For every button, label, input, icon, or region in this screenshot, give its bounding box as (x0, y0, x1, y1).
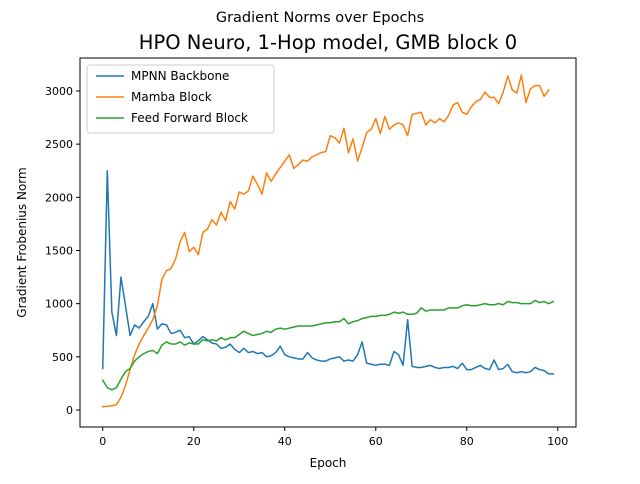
x-axis-ticks: 0 20 40 60 80 100 (99, 427, 568, 448)
y-tick-label: 1000 (45, 298, 73, 311)
chart-suptitle: Gradient Norms over Epochs (216, 10, 424, 26)
series-line-3 (101, 299, 555, 391)
x-tick-label: 40 (278, 435, 292, 448)
x-axis-label: Epoch (310, 456, 347, 470)
y-tick-label: 3000 (45, 85, 73, 98)
y-axis-ticks: 0 500 1000 1500 2000 2500 3000 (45, 85, 80, 417)
legend-label-3: Feed Forward Block (131, 111, 248, 125)
legend-label-2: Mamba Block (131, 90, 212, 104)
x-tick-label: 0 (99, 435, 106, 448)
y-tick-label: 2000 (45, 191, 73, 204)
x-tick-label: 20 (187, 435, 201, 448)
legend-label-1: MPNN Backbone (131, 69, 229, 83)
legend-box (86, 64, 275, 134)
legend: MPNN Backbone Mamba Block Feed Forward Blo… (86, 64, 275, 134)
series-line-2 (101, 74, 550, 408)
series-line-1 (101, 169, 554, 375)
y-tick-label: 2500 (45, 138, 73, 151)
chart-title: HPO Neuro, 1-Hop model, GMB block 0 (139, 31, 517, 54)
y-tick-label: 1500 (45, 244, 73, 257)
y-tick-label: 500 (52, 351, 73, 364)
x-tick-label: 60 (369, 435, 383, 448)
y-axis-label: Gradient Frobenius Norm (15, 167, 29, 317)
x-tick-label: 80 (460, 435, 474, 448)
axes-frame (79, 57, 577, 428)
y-tick-label: 0 (66, 404, 73, 417)
x-tick-label: 100 (547, 435, 568, 448)
plot-lines (101, 74, 555, 408)
